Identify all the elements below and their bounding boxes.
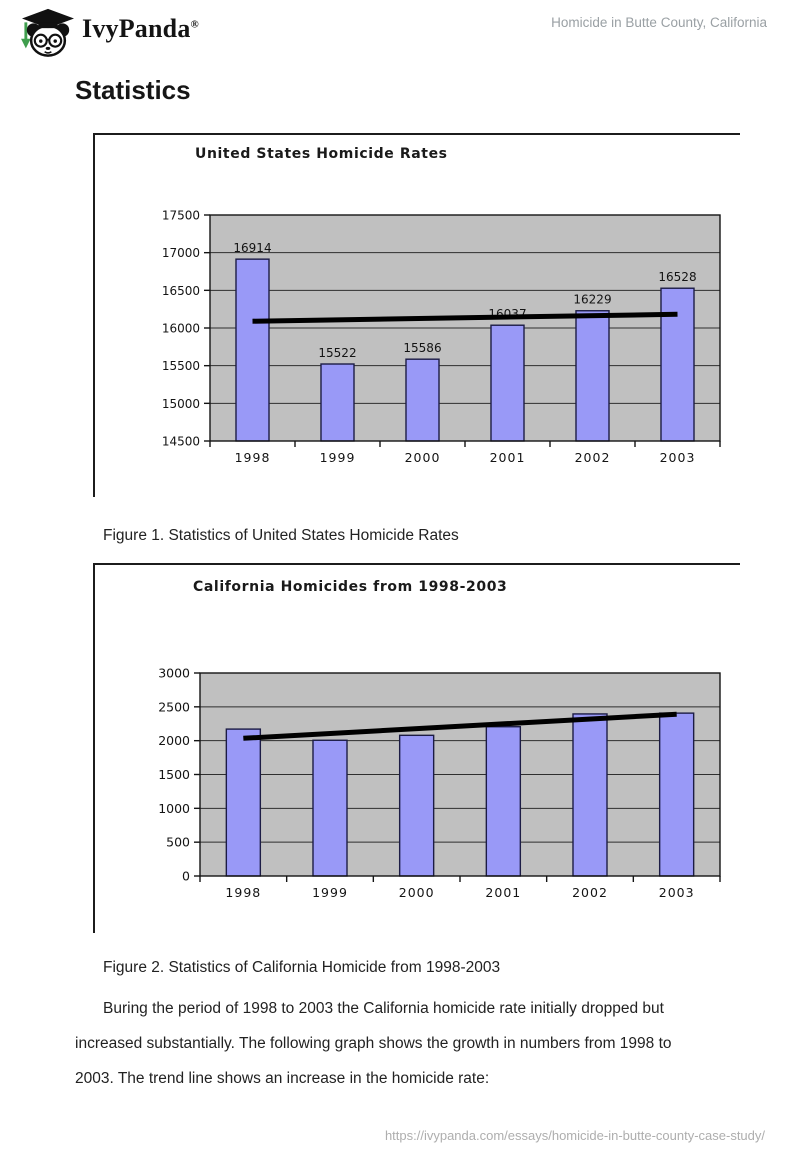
footer-source-url: https://ivypanda.com/essays/homicide-in-… — [384, 1128, 765, 1143]
bar-2002 — [572, 713, 608, 877]
registered-mark: ® — [190, 18, 199, 31]
y-tick-label: 3000 — [158, 666, 190, 681]
figure-2-caption: Figure 2. Statistics of California Homic… — [103, 959, 501, 976]
bar-2002 — [575, 310, 610, 442]
bar-value-label: 16229 — [573, 293, 611, 307]
bar-2001 — [485, 726, 522, 877]
y-tick-label: 15500 — [162, 359, 200, 373]
bar-value-label: 15586 — [403, 341, 441, 355]
bar-1999 — [312, 739, 348, 877]
x-category-label: 2001 — [485, 885, 521, 900]
y-tick-label: 2500 — [158, 699, 190, 714]
y-tick-label: 17500 — [162, 209, 200, 223]
ivypanda-panda-logo-icon — [21, 8, 74, 57]
figure-1-caption: Figure 1. Statistics of United States Ho… — [103, 527, 459, 544]
bar-value-label: 16914 — [233, 241, 271, 255]
bar-1998 — [235, 258, 270, 442]
y-tick-label: 14500 — [162, 435, 200, 449]
paragraph-line: 2003. The trend line shows an increase i… — [75, 1070, 490, 1087]
bar-2003 — [658, 712, 695, 877]
paragraph-line: increased substantially. The following g… — [75, 1035, 672, 1052]
x-category-label: 1998 — [225, 885, 261, 900]
plot-border — [209, 214, 721, 442]
trend-line — [243, 711, 677, 741]
x-category-label: 2003 — [660, 450, 696, 465]
bar-2000 — [398, 734, 435, 877]
bar-1998 — [225, 728, 262, 877]
figure-1-box: United States Homicide Rates 14500 15000 1… — [93, 133, 740, 497]
california-homicides-chart: 0 500 1000 1500 2000 2500 3000 1998 1999 2000 2001… — [158, 666, 721, 900]
bar-1999 — [320, 363, 355, 442]
bar-value-label: 16528 — [658, 270, 696, 284]
bar-2003 — [660, 287, 695, 442]
x-category-label: 1999 — [312, 885, 348, 900]
y-tick-label: 15000 — [162, 397, 200, 411]
x-category-label: 1998 — [235, 450, 271, 465]
y-tick-label: 500 — [166, 835, 190, 850]
y-tick-label: 2000 — [158, 733, 190, 748]
bar-2000 — [405, 358, 440, 442]
bar-2001 — [490, 324, 525, 442]
document-title-header: Homicide in Butte County, California — [551, 15, 767, 30]
us-homicide-rates-chart: 14500 15000 15500 16000 16500 17000 17500 16914… — [162, 209, 721, 465]
x-category-label: 2003 — [659, 885, 695, 900]
plot-border — [199, 672, 721, 877]
x-category-label: 1999 — [320, 450, 356, 465]
y-tick-label: 16500 — [162, 284, 200, 298]
x-category-label: 2001 — [490, 450, 526, 465]
y-tick-label: 16000 — [162, 322, 200, 336]
y-tick-label: 1500 — [158, 767, 190, 782]
chart-1-title: United States Homicide Rates — [195, 146, 448, 162]
section-heading: Statistics — [75, 75, 191, 105]
figure-2-box: California Homicides from 1998-2003 0 500… — [93, 563, 740, 933]
x-category-label: 2000 — [405, 450, 441, 465]
trend-line — [252, 311, 678, 324]
x-category-label: 2002 — [572, 885, 608, 900]
x-category-label: 2002 — [575, 450, 611, 465]
y-tick-label: 17000 — [162, 246, 200, 260]
y-tick-label: 1000 — [158, 801, 190, 816]
paragraph-line: Buring the period of 1998 to 2003 the Ca… — [103, 1000, 664, 1017]
brand-text: IvyPanda — [82, 14, 191, 43]
chart-2-title: California Homicides from 1998-2003 — [193, 579, 508, 595]
brand-wordmark: IvyPanda® — [82, 14, 199, 44]
x-category-label: 2000 — [399, 885, 435, 900]
y-tick-label: 0 — [182, 869, 190, 884]
bar-value-label: 15522 — [318, 346, 356, 360]
